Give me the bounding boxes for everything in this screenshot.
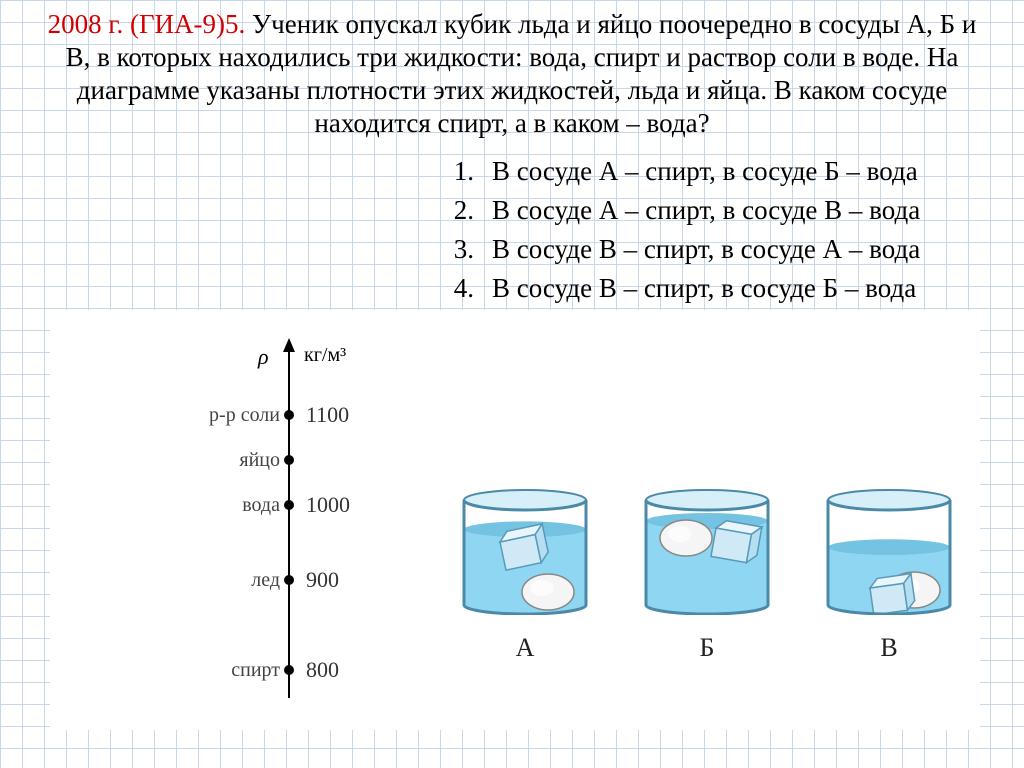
tick-dot-icon xyxy=(284,410,294,420)
answer-row: 2. В сосуде А – спирт, в сосуде В – вода xyxy=(440,191,984,230)
vessel-wrap: Б xyxy=(632,480,782,663)
vessel-b xyxy=(632,480,782,615)
vessel-label: Б xyxy=(700,633,715,663)
vessel-c xyxy=(814,480,964,615)
answer-number: 2. xyxy=(440,191,474,230)
tick-dot-icon xyxy=(284,665,294,675)
tick-dot-icon xyxy=(284,500,294,510)
tick-value: 1100 xyxy=(306,402,349,428)
answer-text: В сосуде А – спирт, в сосуде Б – вода xyxy=(492,152,918,191)
tick-dot-icon xyxy=(284,575,294,585)
vessel-a xyxy=(450,480,600,615)
tick-label: р-р соли xyxy=(190,404,280,427)
vessel-wrap: В xyxy=(814,480,964,663)
answer-text: В сосуде В – спирт, в сосуде Б – вода xyxy=(492,269,916,308)
vessel-wrap: А xyxy=(450,480,600,663)
vessel-label: А xyxy=(516,633,535,663)
answer-row: 1. В сосуде А – спирт, в сосуде Б – вода xyxy=(440,152,984,191)
content-area: 2008 г. (ГИА-9)5. Ученик опускал кубик л… xyxy=(0,0,1024,308)
axis-arrow-icon xyxy=(283,338,295,352)
vessel-label: В xyxy=(880,633,897,663)
diagram-area: ρ кг/м³ р-р соли 1100 яйцо вода 1000 лед… xyxy=(50,310,980,730)
axis-symbol: ρ xyxy=(258,344,269,370)
answer-text: В сосуде В – спирт, в сосуде А – вода xyxy=(492,230,920,269)
answer-number: 1. xyxy=(440,152,474,191)
tick-value: 900 xyxy=(306,567,339,593)
answer-row: 4. В сосуде В – спирт, в сосуде Б – вода xyxy=(440,269,984,308)
axis-unit: кг/м³ xyxy=(304,344,346,367)
vessels-row: А Б В xyxy=(450,480,964,663)
answers-list: 1. В сосуде А – спирт, в сосуде Б – вода… xyxy=(440,152,984,309)
question-prefix: 2008 г. (ГИА-9)5. xyxy=(48,9,246,39)
answer-number: 4. xyxy=(440,269,474,308)
tick-label: яйцо xyxy=(190,449,280,472)
tick-label: лед xyxy=(190,569,280,592)
density-axis: ρ кг/м³ р-р соли 1100 яйцо вода 1000 лед… xyxy=(210,320,410,720)
axis-line xyxy=(288,348,290,698)
answer-text: В сосуде А – спирт, в сосуде В – вода xyxy=(492,191,920,230)
tick-value: 800 xyxy=(306,657,339,683)
tick-dot-icon xyxy=(284,455,294,465)
answer-row: 3. В сосуде В – спирт, в сосуде А – вода xyxy=(440,230,984,269)
question-text: 2008 г. (ГИА-9)5. Ученик опускал кубик л… xyxy=(40,8,984,140)
answer-number: 3. xyxy=(440,230,474,269)
tick-label: вода xyxy=(190,494,280,517)
tick-label: спирт xyxy=(190,659,280,682)
tick-value: 1000 xyxy=(306,492,350,518)
